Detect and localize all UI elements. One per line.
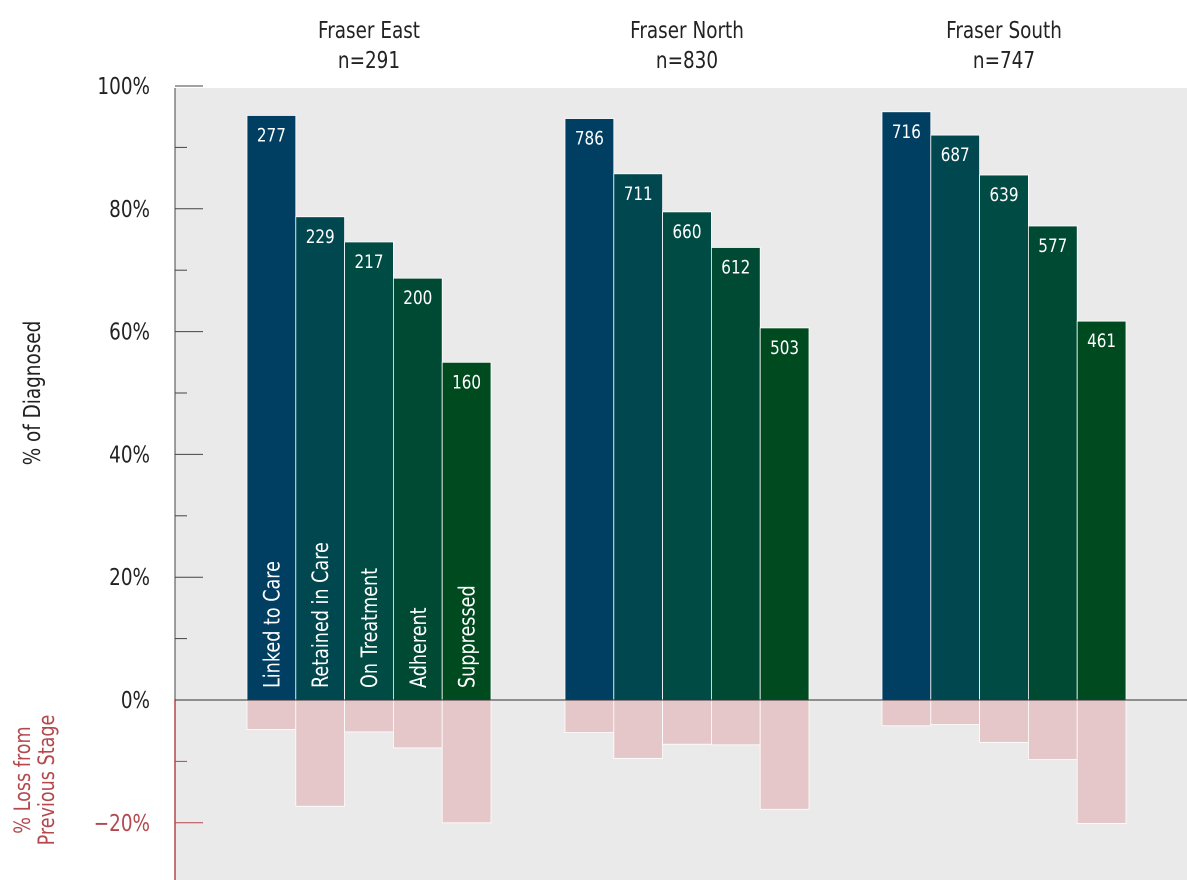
- group-n-label: n=747: [973, 47, 1035, 74]
- loss-bar-fraser-north-2: [662, 699, 712, 745]
- bar-fraser-east-0: [246, 115, 297, 701]
- y-tick-label: 60%: [109, 319, 150, 346]
- bar-fraser-east-3: [392, 277, 443, 701]
- bar-fraser-north-1: [613, 173, 663, 701]
- bar-fraser-south-0: [881, 111, 932, 701]
- loss-bar-fraser-east-0: [246, 699, 297, 730]
- data-label: 716: [892, 121, 921, 143]
- category-label: Retained in Care: [308, 542, 333, 688]
- bar-fraser-south-3: [1028, 225, 1078, 701]
- group-n-label: n=291: [338, 47, 400, 74]
- loss-bar-fraser-east-4: [441, 699, 492, 824]
- category-label: On Treatment: [357, 568, 382, 688]
- data-label: 612: [721, 257, 750, 279]
- data-label: 687: [941, 145, 970, 167]
- bar-fraser-east-2: [344, 241, 394, 701]
- data-label: 461: [1087, 331, 1116, 353]
- data-label: 711: [624, 183, 653, 205]
- bar-fraser-north-3: [711, 247, 761, 701]
- category-label: Linked to Care: [260, 561, 285, 688]
- loss-bar-fraser-south-3: [1028, 699, 1078, 760]
- y-tick-label: 80%: [109, 196, 150, 223]
- loss-bar-fraser-south-1: [930, 699, 980, 725]
- group-title: Fraser North: [630, 17, 744, 44]
- loss-bar-fraser-north-1: [613, 699, 663, 759]
- loss-bar-fraser-north-0: [564, 699, 615, 733]
- data-label: 229: [306, 226, 335, 248]
- loss-bar-fraser-south-2: [979, 699, 1029, 743]
- y-tick-label: 20%: [109, 564, 150, 591]
- data-label: 639: [990, 184, 1019, 206]
- data-label: 200: [403, 288, 432, 310]
- y-tick-label: 100%: [97, 73, 150, 100]
- loss-bar-fraser-north-4: [759, 699, 810, 810]
- y-tick-label: 0%: [121, 687, 150, 714]
- y-tick-label: −20%: [94, 810, 150, 837]
- loss-bar-fraser-north-3: [711, 699, 761, 746]
- bar-fraser-north-0: [564, 118, 615, 701]
- bar-fraser-south-2: [979, 174, 1029, 701]
- bar-fraser-east-1: [295, 216, 345, 701]
- y-axis-title: % of Diagnosed: [19, 321, 46, 466]
- group-n-label: n=830: [656, 47, 718, 74]
- data-label: 786: [575, 128, 604, 150]
- category-label: Adherent: [406, 607, 431, 688]
- loss-bar-fraser-east-3: [392, 699, 443, 749]
- category-label: Suppressed: [455, 585, 480, 688]
- data-label: 503: [770, 337, 799, 359]
- group-title: Fraser East: [318, 17, 420, 44]
- data-label: 577: [1038, 235, 1067, 257]
- bar-fraser-south-4: [1076, 320, 1127, 701]
- loss-axis-title: % Loss fromPrevious Stage: [10, 715, 59, 846]
- data-label: 160: [452, 372, 481, 394]
- bar-fraser-south-1: [930, 134, 980, 701]
- data-label: 217: [355, 251, 384, 273]
- data-label: 660: [673, 221, 702, 243]
- loss-bar-fraser-south-0: [881, 699, 932, 727]
- loss-bar-fraser-south-4: [1076, 699, 1127, 824]
- bar-fraser-north-2: [662, 211, 712, 701]
- group-title: Fraser South: [946, 17, 1062, 44]
- loss-bar-fraser-east-2: [344, 699, 394, 733]
- data-label: 277: [257, 125, 286, 147]
- y-tick-label: 40%: [109, 441, 150, 468]
- loss-bar-fraser-east-1: [295, 699, 345, 807]
- bar-fraser-north-4: [759, 327, 810, 701]
